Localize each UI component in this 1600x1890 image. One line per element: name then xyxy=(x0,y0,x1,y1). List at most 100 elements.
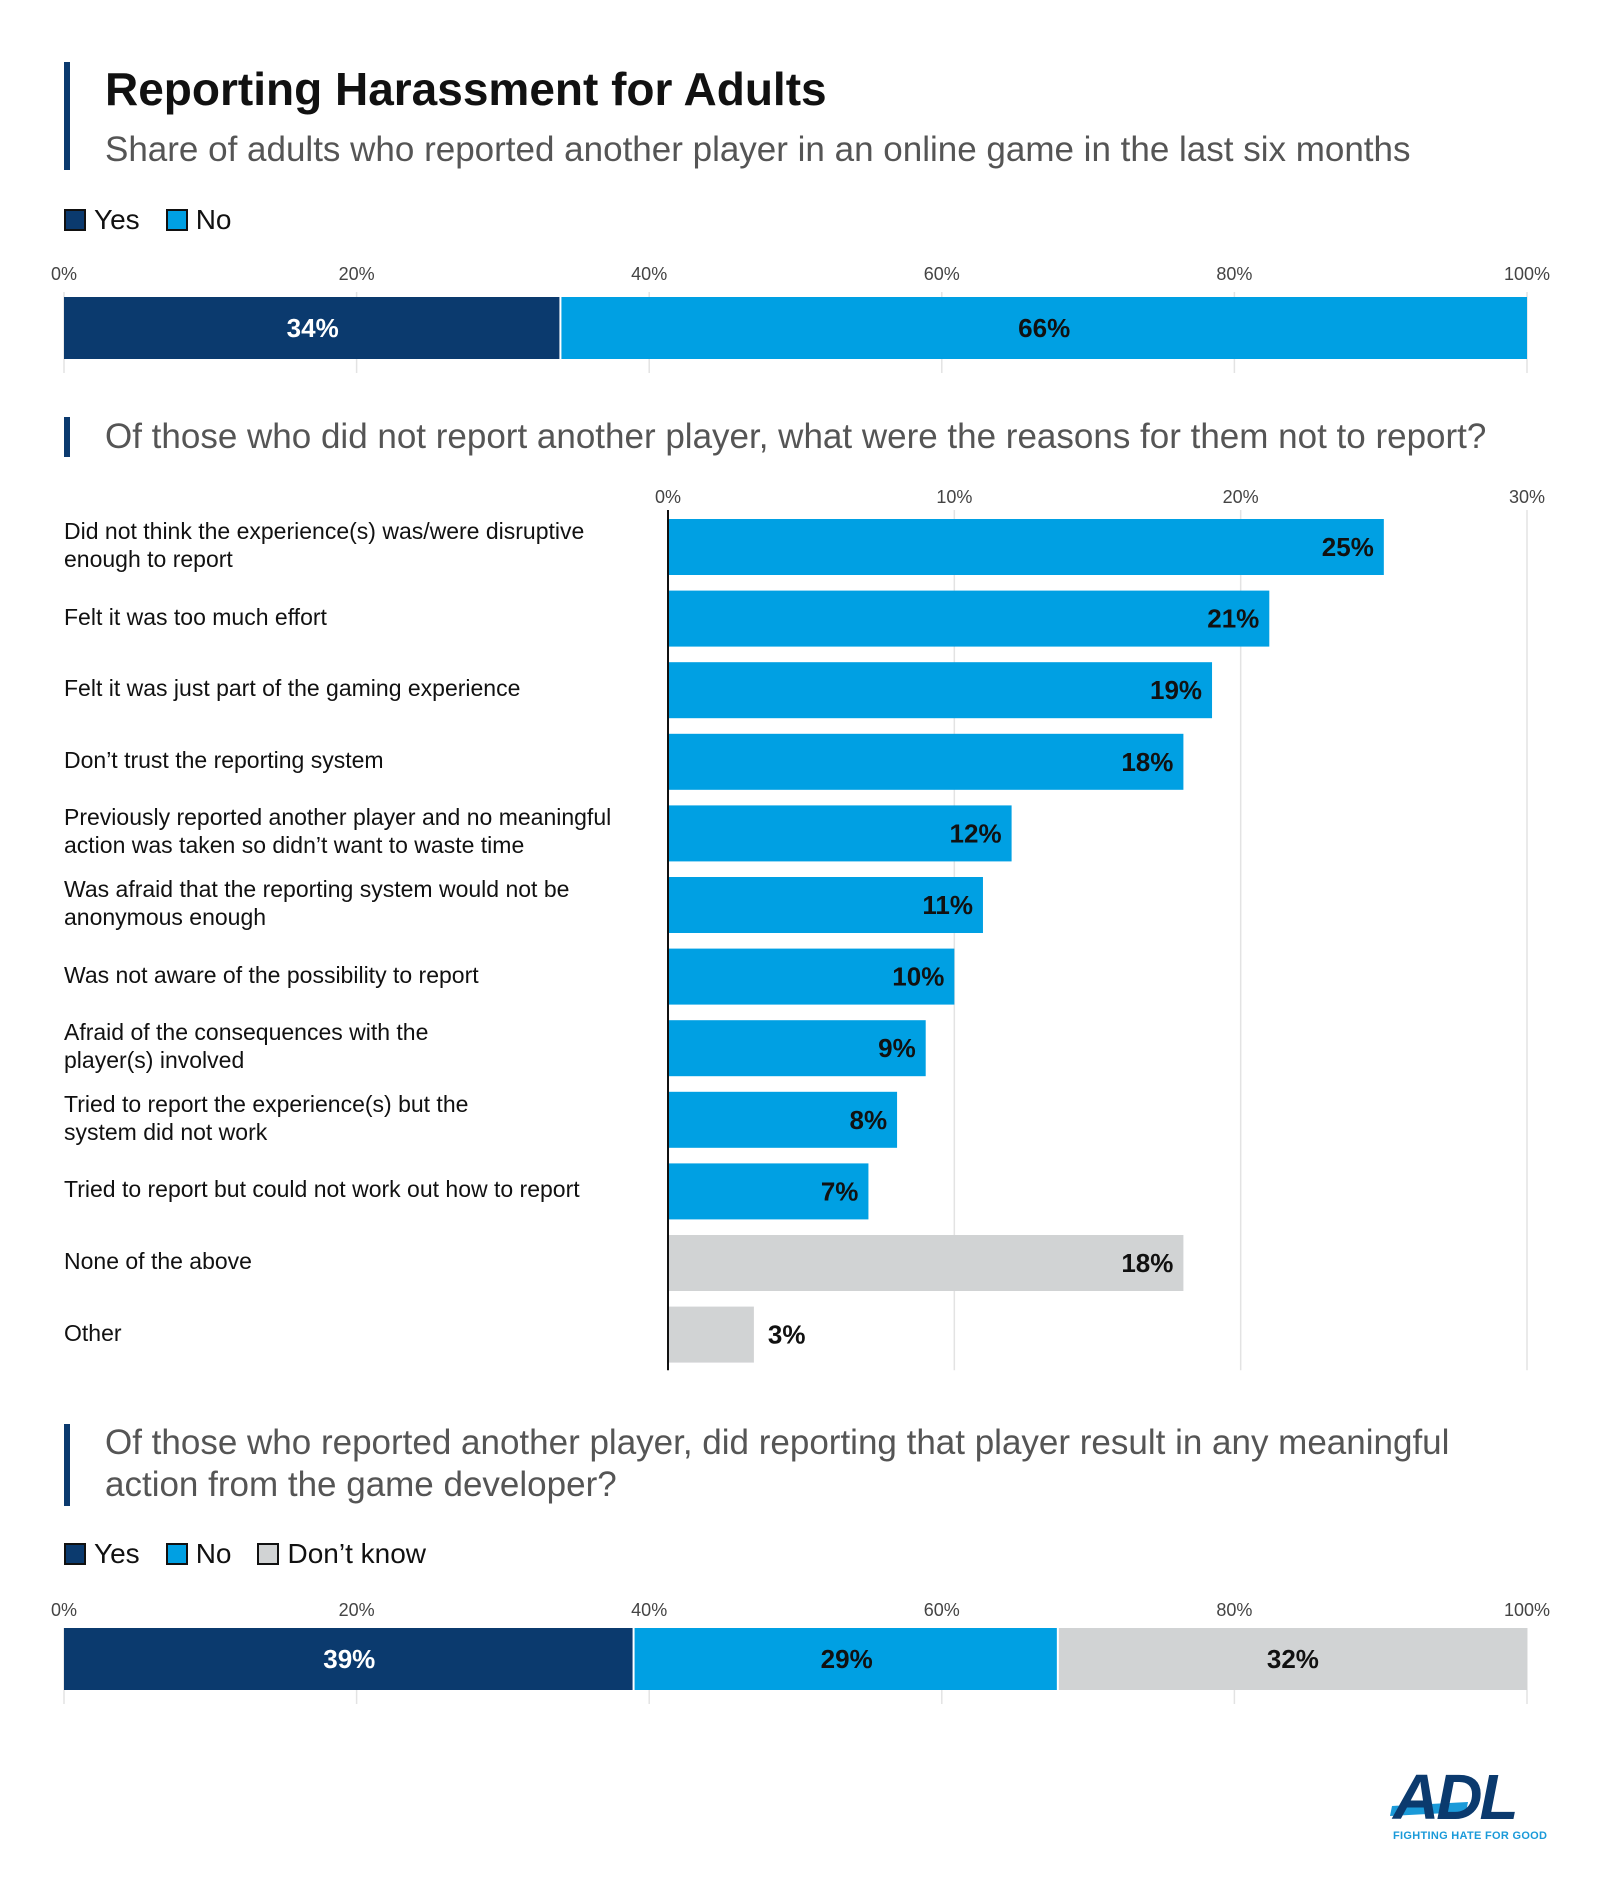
legend-label-no-3: No xyxy=(195,1538,232,1569)
logo-tagline: FIGHTING HATE FOR GOOD xyxy=(1393,1830,1548,1842)
section3-question: Of those who reported another player, di… xyxy=(105,1422,1449,1506)
legend-chart3: Yes No Don’t know xyxy=(64,1538,452,1570)
bar xyxy=(668,877,983,933)
legend-swatch-yes xyxy=(64,209,86,231)
data-label: 18% xyxy=(1121,1248,1173,1278)
legend-label-yes-3: Yes xyxy=(94,1538,140,1569)
category-label-line: Previously reported another player and n… xyxy=(64,804,612,831)
bar-segment-dontknow xyxy=(1058,1628,1527,1690)
tick-label-chart3: 0% xyxy=(51,1600,77,1620)
data-label: 18% xyxy=(1121,747,1173,777)
data-label: 66% xyxy=(1018,313,1070,343)
tick-label-chart2: 10% xyxy=(936,487,972,507)
category-label-line: enough to report xyxy=(64,546,233,572)
category-label-line: None of the above xyxy=(64,1248,252,1274)
category-label-line: system did not work xyxy=(64,1118,268,1145)
logo-text: ADL xyxy=(1393,1761,1519,1833)
data-label: 25% xyxy=(1322,532,1374,562)
legend-swatch-yes-3 xyxy=(64,1543,86,1565)
category-label-line: Was not aware of the possibility to repo… xyxy=(64,961,479,988)
bar xyxy=(668,1163,869,1220)
category-label-line: Afraid of the consequences with the xyxy=(64,1019,429,1046)
tick-label-chart1: 0% xyxy=(51,264,77,284)
section3-accent-bar xyxy=(64,1424,70,1506)
tick-label-chart1: 60% xyxy=(924,264,960,284)
bar xyxy=(668,1306,754,1363)
tick-label-chart2: 30% xyxy=(1509,487,1545,507)
category-label: Other xyxy=(64,1319,654,1347)
category-label-line: Don’t trust the reporting system xyxy=(64,746,384,773)
bar-segment-yes xyxy=(64,297,560,359)
category-label: Was not aware of the possibility to repo… xyxy=(64,961,654,989)
data-label: 7% xyxy=(821,1176,859,1206)
category-label-line: Tried to report but could not work out h… xyxy=(64,1176,580,1203)
tick-label-chart3: 20% xyxy=(339,1600,375,1620)
data-label: 21% xyxy=(1207,604,1259,634)
category-label: Felt it was too much effort xyxy=(64,603,654,631)
bar xyxy=(668,948,955,1005)
section2-question: Of those who did not report another play… xyxy=(105,417,1487,456)
title-accent-bar xyxy=(64,62,70,170)
data-label: 29% xyxy=(821,1644,873,1674)
category-label: Did not think the experience(s) was/were… xyxy=(64,517,654,573)
category-label: Previously reported another player and n… xyxy=(64,803,654,859)
legend-label-yes: Yes xyxy=(94,204,140,235)
category-label-line: player(s) involved xyxy=(64,1047,245,1074)
category-label-line: anonymous enough xyxy=(64,904,267,930)
bar xyxy=(668,1020,926,1077)
tick-label-chart3: 40% xyxy=(631,1600,667,1620)
category-label-line: Felt it was just part of the gaming expe… xyxy=(64,675,521,702)
data-label: 3% xyxy=(768,1320,806,1350)
legend-item-no: No xyxy=(165,204,232,236)
legend-label-no: No xyxy=(195,204,232,235)
data-label: 8% xyxy=(849,1105,887,1135)
tick-label-chart3: 80% xyxy=(1216,1600,1252,1620)
data-label: 10% xyxy=(892,962,944,992)
legend-swatch-dontknow-3 xyxy=(257,1543,280,1565)
category-label-line: Did not think the experience(s) was/were… xyxy=(64,518,585,544)
data-label: 39% xyxy=(323,1644,375,1674)
category-label: Afraid of the consequences with the playe… xyxy=(64,1018,654,1074)
tick-label-chart2: 20% xyxy=(1223,487,1259,507)
legend-item-yes: Yes xyxy=(64,204,140,236)
tick-label-chart2: 0% xyxy=(655,487,681,507)
legend-swatch-no xyxy=(165,209,188,231)
category-label-line: Was afraid that the reporting system wou… xyxy=(64,876,570,902)
data-label: 11% xyxy=(922,890,973,920)
category-label-line: Other xyxy=(64,1319,122,1346)
adl-logo-icon xyxy=(1390,1802,1468,1816)
data-label: 34% xyxy=(287,313,339,343)
page-title: Reporting Harassment for Adults xyxy=(105,63,827,115)
tick-label-chart1: 100% xyxy=(1504,264,1550,284)
bar-segment-no xyxy=(561,297,1527,359)
legend-item-no-3: No xyxy=(165,1538,232,1570)
page-subtitle: Share of adults who reported another pla… xyxy=(105,130,1411,169)
bar xyxy=(668,662,1213,719)
category-label: Don’t trust the reporting system xyxy=(64,746,654,774)
tick-label-chart1: 40% xyxy=(631,264,667,284)
tick-label-chart3: 100% xyxy=(1504,1600,1550,1620)
category-label: Tried to report but could not work out h… xyxy=(64,1175,654,1203)
legend-item-yes-3: Yes xyxy=(64,1538,140,1570)
data-label: 19% xyxy=(1150,675,1202,705)
data-label: 9% xyxy=(878,1033,916,1063)
bar-segment-yes xyxy=(64,1628,633,1690)
tick-label-chart1: 20% xyxy=(339,264,375,284)
bar xyxy=(668,519,1384,575)
bar xyxy=(668,1235,1184,1291)
category-label: Tried to report the experience(s) but th… xyxy=(64,1090,654,1146)
legend-chart1: Yes No xyxy=(64,204,257,236)
tick-label-chart1: 80% xyxy=(1216,264,1252,284)
section2-accent-bar xyxy=(64,417,70,457)
data-label: 32% xyxy=(1267,1644,1319,1674)
section3-question-line2: action from the game developer? xyxy=(105,1465,617,1504)
section3-question-line1: Of those who reported another player, di… xyxy=(105,1423,1450,1462)
legend-item-dontknow-3: Don’t know xyxy=(257,1538,426,1570)
legend-label-dontknow-3: Don’t know xyxy=(287,1538,426,1569)
tick-label-chart3: 60% xyxy=(924,1600,960,1620)
bar-segment-no xyxy=(634,1628,1057,1690)
data-label: 12% xyxy=(950,818,1002,848)
bar xyxy=(668,1091,898,1148)
category-label: Felt it was just part of the gaming expe… xyxy=(64,674,654,702)
